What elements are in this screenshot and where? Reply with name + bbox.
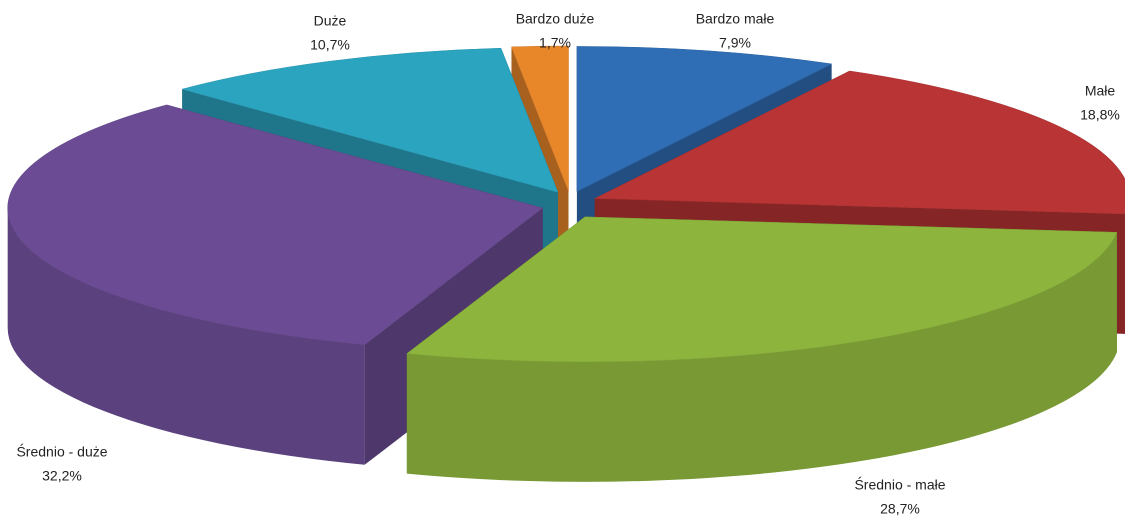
slice-label: Bardzo małe bbox=[696, 11, 775, 27]
slice-top bbox=[511, 45, 569, 192]
slice-value-label: 1,7% bbox=[539, 35, 571, 51]
slice-top bbox=[594, 70, 1125, 215]
slice-label: Duże bbox=[314, 13, 347, 29]
slice-value-label: 28,7% bbox=[880, 501, 920, 517]
slice-label: Małe bbox=[1085, 83, 1116, 99]
slice-top bbox=[406, 216, 1118, 363]
slice-top bbox=[7, 104, 544, 346]
slice-value-label: 32,2% bbox=[42, 468, 82, 484]
slice-label: Bardzo duże bbox=[516, 11, 595, 27]
slice-value-label: 7,9% bbox=[719, 35, 751, 51]
slice-top bbox=[576, 46, 833, 192]
slice-label: Średnio - małe bbox=[854, 476, 945, 493]
slice-value-label: 18,8% bbox=[1080, 107, 1120, 123]
slice-wall bbox=[406, 232, 1117, 482]
slice-label: Średnio - duże bbox=[16, 443, 107, 460]
slice-top bbox=[181, 47, 559, 193]
slice-value-label: 10,7% bbox=[310, 37, 350, 53]
slice bbox=[406, 216, 1118, 482]
slice-wall bbox=[7, 208, 365, 465]
